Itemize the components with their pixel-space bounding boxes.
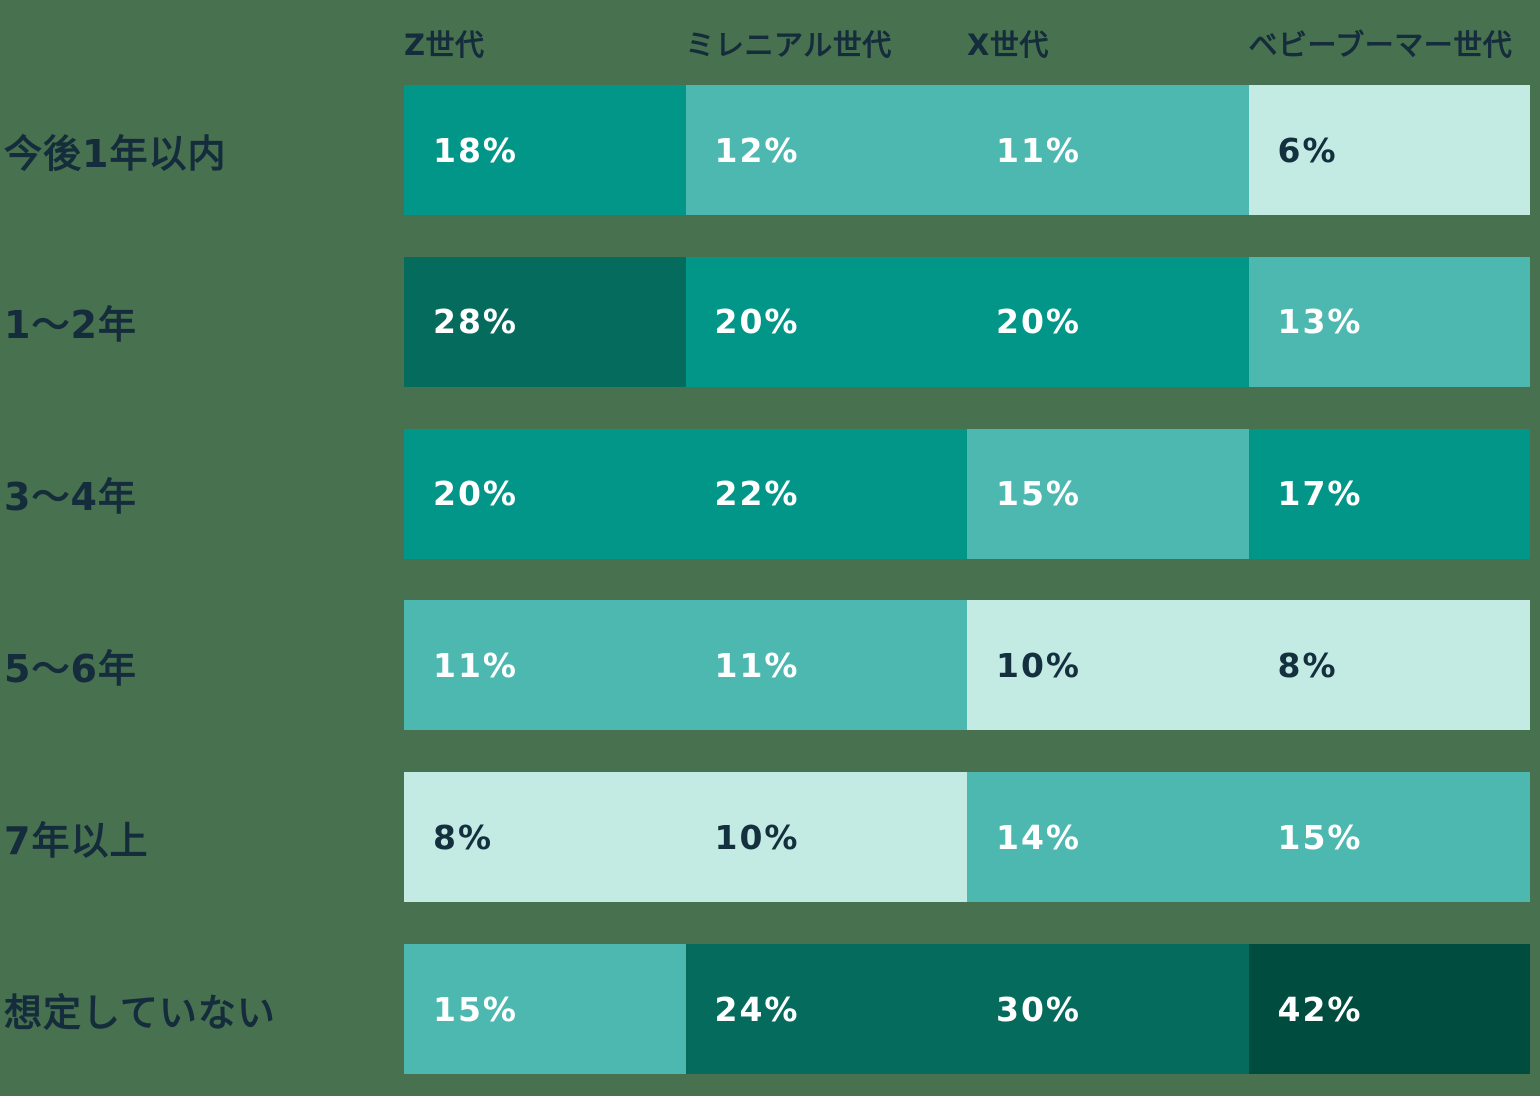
cell-value: 12%	[714, 130, 800, 170]
heatmap-cell: 28%	[404, 256, 686, 387]
cell-value: 20%	[433, 474, 518, 514]
cell-value: 20%	[996, 302, 1081, 342]
heatmap-cell: 11%	[685, 600, 968, 731]
cell-value: 22%	[714, 474, 800, 514]
heatmap-cell: 6%	[1248, 85, 1530, 215]
cell-value: 15%	[1277, 817, 1363, 857]
heatmap-cell: 8%	[404, 772, 686, 903]
cell-value: 10%	[996, 645, 1081, 685]
heatmap-cell: 15%	[1248, 772, 1530, 903]
cell-value: 18%	[433, 130, 518, 170]
row-label: 想定していない	[4, 990, 276, 1035]
cell-value: 13%	[1277, 302, 1363, 342]
row-label: 今後1年以内	[4, 131, 227, 176]
heatmap-cell: 24%	[685, 944, 968, 1074]
cell-value: 30%	[996, 989, 1081, 1029]
heatmap-cell: 8%	[1248, 600, 1530, 731]
heatmap-cell: 17%	[1248, 428, 1530, 559]
cell-value: 11%	[433, 645, 518, 685]
row-label: 3〜4年	[4, 475, 137, 520]
heatmap-cell: 42%	[1248, 944, 1530, 1074]
heatmap-cell: 20%	[967, 256, 1249, 387]
row-label: 7年以上	[4, 818, 149, 863]
cell-value: 10%	[714, 817, 800, 857]
cell-value: 8%	[433, 817, 494, 857]
cell-value: 11%	[714, 645, 800, 685]
heatmap-cell: 12%	[685, 85, 968, 215]
cell-value: 15%	[996, 474, 1081, 514]
cell-value: 11%	[996, 130, 1081, 170]
cell-value: 15%	[433, 989, 518, 1029]
column-header: ベビーブーマー世代	[1248, 28, 1513, 62]
heatmap-cell: 11%	[967, 85, 1249, 215]
cell-value: 20%	[714, 302, 800, 342]
heatmap-cell: 10%	[967, 600, 1249, 731]
heatmap-cell: 20%	[404, 428, 686, 559]
cell-value: 24%	[714, 989, 800, 1029]
cell-value: 17%	[1277, 474, 1363, 514]
column-header: X世代	[967, 28, 1049, 62]
column-header: ミレニアル世代	[685, 28, 892, 62]
heatmap-cell: 15%	[404, 944, 686, 1074]
row-label: 1〜2年	[4, 303, 137, 348]
heatmap-cell: 15%	[967, 428, 1249, 559]
heatmap-cell: 13%	[1248, 256, 1530, 387]
row-label: 5〜6年	[4, 646, 137, 691]
cell-value: 8%	[1277, 645, 1338, 685]
column-header: Z世代	[404, 28, 485, 62]
cell-value: 14%	[996, 817, 1081, 857]
heatmap-cell: 22%	[685, 428, 968, 559]
heatmap-cell: 10%	[685, 772, 968, 903]
heatmap-cell: 20%	[685, 256, 968, 387]
heatmap-cell: 30%	[967, 944, 1249, 1074]
heatmap-cell: 11%	[404, 600, 686, 731]
cell-value: 6%	[1277, 130, 1338, 170]
cell-value: 28%	[433, 302, 518, 342]
heatmap-cell: 14%	[967, 772, 1249, 903]
heatmap-cell: 18%	[404, 85, 686, 215]
cell-value: 42%	[1277, 989, 1363, 1029]
